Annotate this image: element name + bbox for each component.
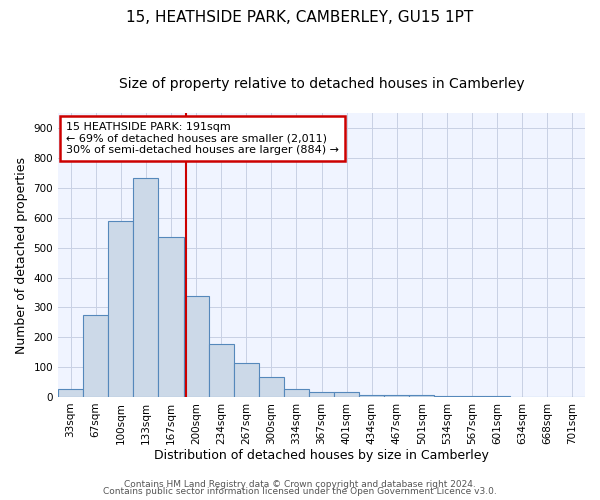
Text: Contains HM Land Registry data © Crown copyright and database right 2024.: Contains HM Land Registry data © Crown c…: [124, 480, 476, 489]
Bar: [309, 392, 334, 397]
Bar: [83, 315, 108, 397]
Bar: [384, 396, 409, 397]
Bar: [133, 178, 158, 397]
Bar: [409, 396, 434, 397]
Bar: [209, 344, 233, 397]
Bar: [485, 396, 510, 397]
Bar: [58, 390, 83, 397]
X-axis label: Distribution of detached houses by size in Camberley: Distribution of detached houses by size …: [154, 450, 489, 462]
Y-axis label: Number of detached properties: Number of detached properties: [15, 156, 28, 354]
Bar: [158, 238, 184, 397]
Bar: [184, 296, 209, 397]
Bar: [108, 221, 133, 397]
Bar: [460, 396, 485, 397]
Text: 15, HEATHSIDE PARK, CAMBERLEY, GU15 1PT: 15, HEATHSIDE PARK, CAMBERLEY, GU15 1PT: [127, 10, 473, 25]
Bar: [259, 376, 284, 397]
Title: Size of property relative to detached houses in Camberley: Size of property relative to detached ho…: [119, 78, 524, 92]
Bar: [359, 396, 384, 397]
Bar: [284, 390, 309, 397]
Text: Contains public sector information licensed under the Open Government Licence v3: Contains public sector information licen…: [103, 487, 497, 496]
Text: 15 HEATHSIDE PARK: 191sqm
← 69% of detached houses are smaller (2,011)
30% of se: 15 HEATHSIDE PARK: 191sqm ← 69% of detac…: [66, 122, 339, 155]
Bar: [334, 392, 359, 397]
Bar: [434, 396, 460, 397]
Bar: [233, 362, 259, 397]
